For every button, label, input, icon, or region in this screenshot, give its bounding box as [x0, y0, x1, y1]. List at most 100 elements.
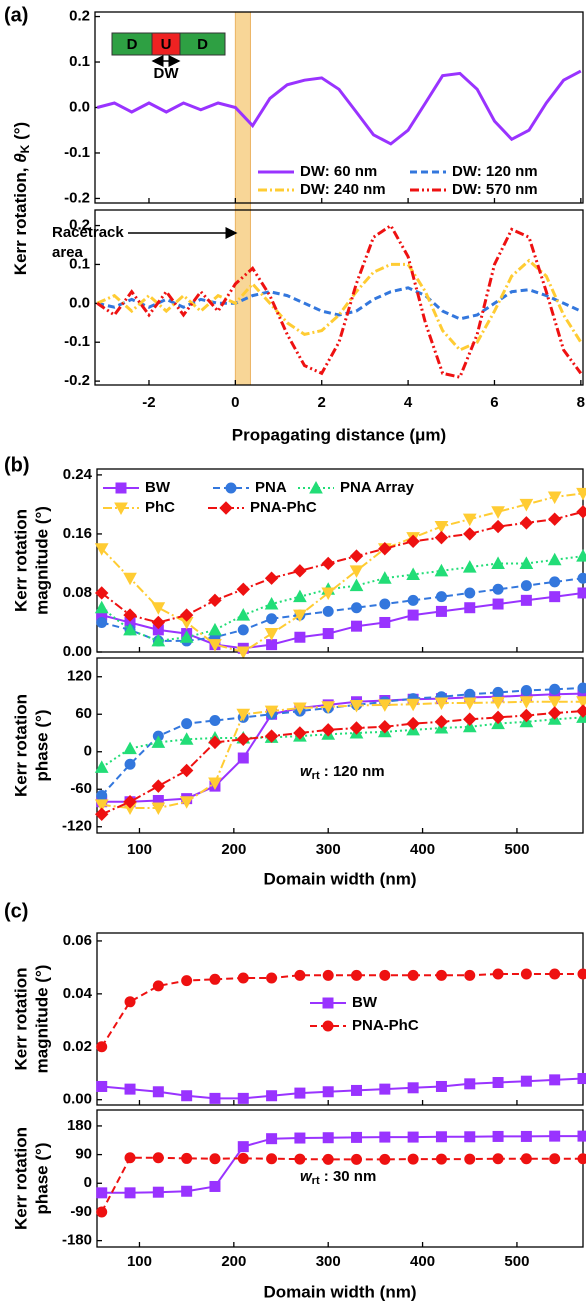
marker: [264, 729, 279, 743]
series-line: [101, 716, 583, 769]
marker: [115, 482, 127, 494]
y-axis-label: Kerr rotation: [11, 1127, 30, 1230]
marker: [322, 1086, 334, 1098]
marker: [549, 968, 561, 980]
marker: [407, 609, 419, 621]
marker: [209, 973, 221, 985]
legend-label: PhC: [145, 499, 175, 516]
legend-label: DW: 240 nm: [300, 181, 386, 198]
y-axis-label: Kerr rotation: [11, 694, 30, 797]
marker: [492, 1130, 504, 1142]
marker: [549, 591, 561, 603]
marker: [407, 594, 419, 606]
marker: [181, 1090, 193, 1102]
marker: [293, 564, 307, 578]
marker: [123, 741, 137, 755]
marker: [236, 708, 251, 722]
marker: [237, 752, 249, 764]
marker: [114, 502, 128, 516]
y-axis-label: phase (°): [32, 710, 51, 782]
marker: [434, 697, 449, 711]
marker: [520, 968, 532, 980]
marker: [547, 512, 562, 526]
marker: [549, 576, 561, 588]
marker: [208, 622, 222, 636]
marker: [349, 565, 364, 578]
marker: [519, 556, 534, 569]
x-tick-label: 400: [410, 841, 435, 858]
marker: [435, 605, 447, 617]
marker: [379, 1083, 391, 1095]
marker: [124, 996, 136, 1008]
marker: [179, 630, 194, 643]
marker: [151, 735, 166, 748]
marker: [152, 1152, 164, 1164]
marker: [266, 613, 278, 625]
annotation: area: [52, 244, 84, 261]
marker: [434, 715, 449, 729]
marker: [321, 723, 335, 737]
marker: [321, 556, 335, 571]
legend-label: DW: 60 nm: [300, 163, 377, 180]
marker: [378, 720, 392, 734]
marker: [294, 1153, 306, 1165]
x-tick-label: 300: [316, 1253, 341, 1270]
y-tick-label: 0.1: [69, 255, 90, 272]
y-label-text: Kerr rotation,: [11, 163, 30, 275]
y-tick-label: 120: [67, 668, 92, 685]
marker: [520, 685, 532, 696]
marker: [549, 683, 561, 695]
marker: [322, 969, 334, 981]
y-axis-label: Kerr rotation: [11, 509, 30, 612]
series-line: [101, 510, 583, 624]
marker: [322, 1153, 334, 1165]
y-axis-label: Kerr rotation: [11, 968, 30, 1071]
legend-label: DW: 120 nm: [452, 163, 538, 180]
marker: [577, 572, 586, 584]
marker: [179, 608, 194, 622]
legend-label: DW: 570 nm: [452, 181, 538, 198]
marker: [407, 1082, 419, 1094]
marker: [406, 567, 420, 581]
marker: [236, 732, 250, 746]
marker: [349, 578, 364, 592]
marker: [492, 583, 504, 595]
marker: [464, 1131, 476, 1143]
marker: [181, 1185, 193, 1197]
x-tick-label: -2: [142, 394, 155, 411]
marker: [123, 608, 137, 622]
marker: [577, 1130, 586, 1142]
marker: [576, 704, 586, 718]
y-tick-label: -60: [70, 780, 92, 797]
marker: [293, 702, 307, 716]
marker: [294, 631, 306, 643]
marker: [124, 758, 136, 770]
marker: [547, 491, 562, 505]
marker: [237, 624, 249, 636]
marker: [462, 513, 477, 527]
y-tick-label: -180: [62, 1232, 92, 1249]
marker: [464, 1153, 476, 1165]
marker: [236, 608, 251, 621]
marker: [151, 615, 166, 630]
marker: [181, 975, 193, 987]
marker: [463, 527, 477, 541]
marker: [351, 969, 363, 981]
y-tick-label: 0.00: [63, 1091, 92, 1108]
series-line: [96, 223, 583, 379]
legend-label: PNA-PhC: [250, 499, 317, 516]
marker: [435, 1153, 447, 1165]
marker: [209, 1092, 221, 1104]
marker: [294, 969, 306, 981]
marker: [123, 622, 137, 636]
marker: [379, 598, 391, 610]
marker: [577, 968, 586, 980]
plot-frame: [96, 1109, 584, 1248]
marker: [377, 699, 392, 712]
marker: [492, 598, 504, 610]
marker: [294, 1132, 306, 1144]
marker: [237, 972, 249, 984]
annotation: wrt : 120 nm: [300, 763, 385, 782]
racetrack-band: [234, 11, 251, 386]
y-label-symbol: θ: [11, 153, 30, 163]
